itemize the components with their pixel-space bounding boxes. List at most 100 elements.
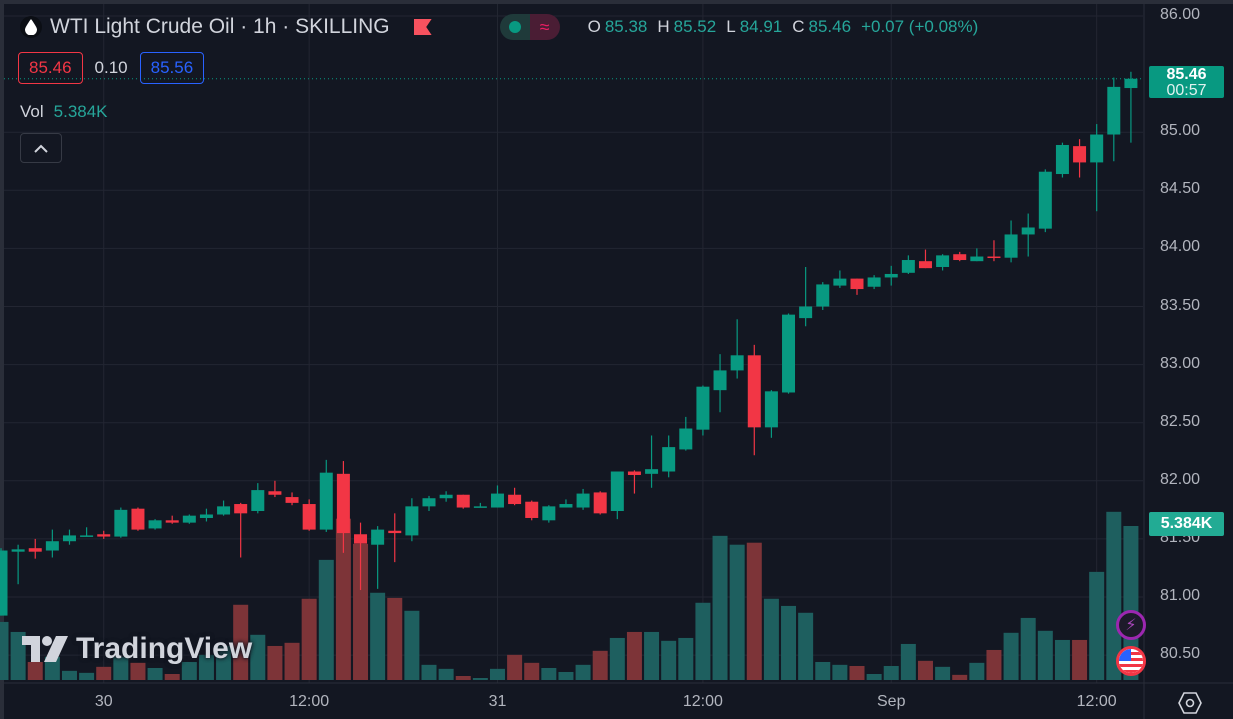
us-flag-event-icon[interactable] [1116,646,1146,676]
price-tick-label: 84.50 [1160,180,1201,198]
candle-body [747,355,761,428]
price-tick-label: 82.50 [1160,412,1201,430]
symbol-title[interactable]: WTI Light Crude Oil · 1h · SKILLING [50,15,390,38]
candle-body [199,514,213,518]
volume-bar [79,672,95,680]
candle-body [62,535,76,542]
volume-bar [1072,639,1088,680]
market-status-pill[interactable]: ≈ [499,14,560,40]
last-price-value: 85.46 [1166,66,1207,83]
candle-body [850,278,864,290]
volume-bar [404,610,420,680]
volume-bar [832,664,848,680]
candle-body [953,254,967,261]
candle-body [970,256,984,262]
candle-body [542,506,556,521]
candle-body [867,277,881,287]
candle-body [165,520,179,523]
volume-bar [267,645,283,680]
sell-button[interactable]: 85.46 [18,52,83,84]
candle-body [388,530,402,534]
candle-body [114,509,128,537]
candle-body [319,472,333,530]
candle-body [576,493,590,508]
candle-body [217,506,231,515]
chart-settings-hexagon-icon[interactable] [1178,692,1202,719]
time-tick-label: 30 [94,693,113,710]
volume-bar [61,670,77,680]
candle-body [936,255,950,267]
candle-body [1055,144,1069,175]
volume-label: Vol [20,102,44,121]
tradingview-watermark: TradingView [22,632,252,666]
candle-body [799,306,813,319]
flag-icon[interactable] [413,19,432,35]
chart-legend: WTI Light Crude Oil · 1h · SKILLING ≈ O 8… [20,14,978,40]
market-open-dot-icon [499,14,530,40]
volume-bar [96,666,112,680]
time-tick-label: 12:00 [682,693,723,710]
approx-icon: ≈ [529,14,560,40]
volume-bar [421,664,437,680]
candle-body [593,492,607,514]
collapse-legend-button[interactable] [20,133,62,163]
volume-bar [935,666,951,680]
volume-bar [849,665,865,680]
volume-bar [438,668,454,680]
volume-bar [0,621,9,680]
volume-bar [626,631,642,680]
candle-body [730,355,744,371]
volume-bar [301,598,317,680]
volume-bar [798,612,814,680]
volume-bar [164,673,180,680]
candle-body [884,273,898,278]
candle-body [901,260,915,273]
candle-body [525,501,539,518]
volume-bar [1054,639,1070,680]
candle-body [97,534,111,537]
high-label: H [657,17,670,36]
candle-body [405,506,419,536]
volume-bar [746,542,762,680]
candle-body [833,278,847,286]
volume-bar [455,675,471,680]
lightning-event-icon[interactable]: ⚡ [1116,610,1146,640]
volume-bar [1106,511,1122,680]
volume-bar [10,631,26,680]
volume-bar [917,660,933,680]
volume-bar [695,602,711,680]
candle-body [302,504,316,530]
volume-bar [678,637,694,680]
volume-value: 5.384K [53,102,108,121]
volume-bar [661,640,677,680]
candle-body [782,314,796,393]
volume-bar [44,656,60,680]
open-label: O [587,17,601,36]
time-tick-label: 12:00 [1076,693,1117,710]
candle-body [1124,78,1138,89]
low-value: 84.91 [739,17,783,36]
candle-body [713,370,727,391]
candle-body [354,534,368,544]
volume-bar [113,656,129,680]
volume-bar [815,661,831,680]
buy-button[interactable]: 85.56 [139,52,205,84]
volume-bar [592,650,608,680]
change-value: +0.07 (+0.08%) [861,17,979,36]
volume-bar [763,598,779,680]
candle-body [627,471,641,475]
volume-bar [250,634,266,680]
volume-bar [198,654,214,680]
candle-body [422,498,436,507]
candle-body [80,535,94,537]
candle-body [645,469,659,474]
candle-body [662,447,676,472]
candle-body [559,504,573,508]
candle-body [285,497,299,503]
volume-bar [524,662,540,680]
candle-body [1021,227,1035,235]
volume-bar [233,604,249,680]
volume-bar [712,535,728,680]
